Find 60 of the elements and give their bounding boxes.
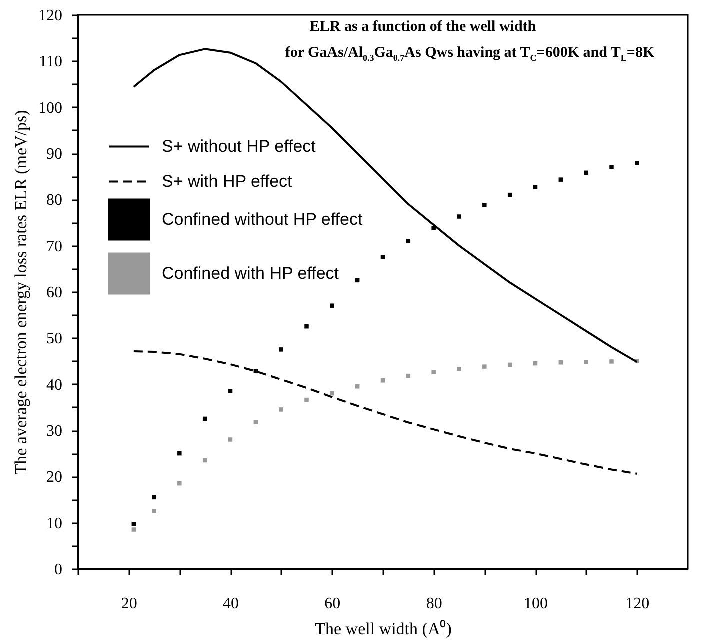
- point: [406, 239, 411, 244]
- point: [432, 226, 436, 230]
- point: [610, 360, 614, 364]
- point: [228, 389, 233, 394]
- point: [457, 366, 462, 372]
- point: [432, 370, 436, 374]
- y-tick-label: 10: [46, 515, 62, 532]
- y-tick-label: 110: [39, 54, 62, 71]
- point: [558, 360, 564, 365]
- y-tick-label: 70: [46, 238, 62, 256]
- point: [254, 420, 258, 424]
- point: [584, 360, 588, 364]
- point: [457, 214, 462, 219]
- legend-label: S+ with HP effect: [162, 172, 293, 191]
- x-tick-label: 60: [324, 596, 341, 612]
- x-tick-label: 100: [524, 596, 548, 612]
- point: [330, 304, 334, 308]
- x-tick-label: 20: [121, 596, 138, 612]
- text: for GaAs/Al$_{0.3}$Ga$_{0.7}$As Qws having at T$_{C}$=600K and T$_{L}$=8K: [285, 45, 655, 63]
- point: [132, 522, 136, 526]
- y-axis-title: The average electron energy loss rates ELR (meV/ps): [12, 110, 30, 475]
- x-tick-label: 40: [223, 596, 239, 612]
- y-tick-label: 60: [46, 284, 62, 302]
- line-series: [132, 350, 638, 475]
- point: [355, 384, 360, 389]
- point: [380, 378, 386, 383]
- x-tick-label: 80: [426, 596, 442, 612]
- point: [178, 451, 182, 456]
- x-axis-title: The well width (A⁰): [315, 620, 452, 638]
- y-tick-label: 0: [54, 562, 62, 578]
- point: [178, 481, 182, 486]
- point: [132, 528, 136, 532]
- y-tick-label: 90: [46, 146, 62, 163]
- point: [304, 398, 309, 402]
- x-tick-label: 120: [626, 596, 650, 612]
- point: [330, 391, 334, 396]
- y-tick-label: 20: [46, 469, 62, 486]
- point: [482, 364, 487, 369]
- y-tick-label: 100: [38, 100, 62, 117]
- point: [533, 185, 538, 190]
- point: [584, 170, 588, 176]
- legend-label: Confined with HP effect: [162, 264, 340, 283]
- point: [635, 161, 640, 166]
- point: [152, 509, 156, 514]
- point: [558, 178, 564, 182]
- y-tick-label: 80: [46, 192, 62, 210]
- point: [304, 324, 309, 329]
- point: [228, 438, 233, 442]
- point: [152, 495, 156, 500]
- y-tick-label: 120: [38, 8, 62, 24]
- y-tick-label: 40: [46, 376, 62, 394]
- legend-label: Confined without HP effect: [162, 210, 363, 229]
- point: [482, 203, 487, 208]
- chart-title: ELR as a function of the well width: [310, 19, 536, 35]
- point: [610, 165, 614, 170]
- legend-label: S+ without HP effect: [162, 136, 316, 156]
- y-tick-label: 30: [46, 423, 62, 440]
- point: [279, 408, 284, 412]
- y-tick-label: 50: [46, 330, 62, 348]
- point: [279, 348, 284, 352]
